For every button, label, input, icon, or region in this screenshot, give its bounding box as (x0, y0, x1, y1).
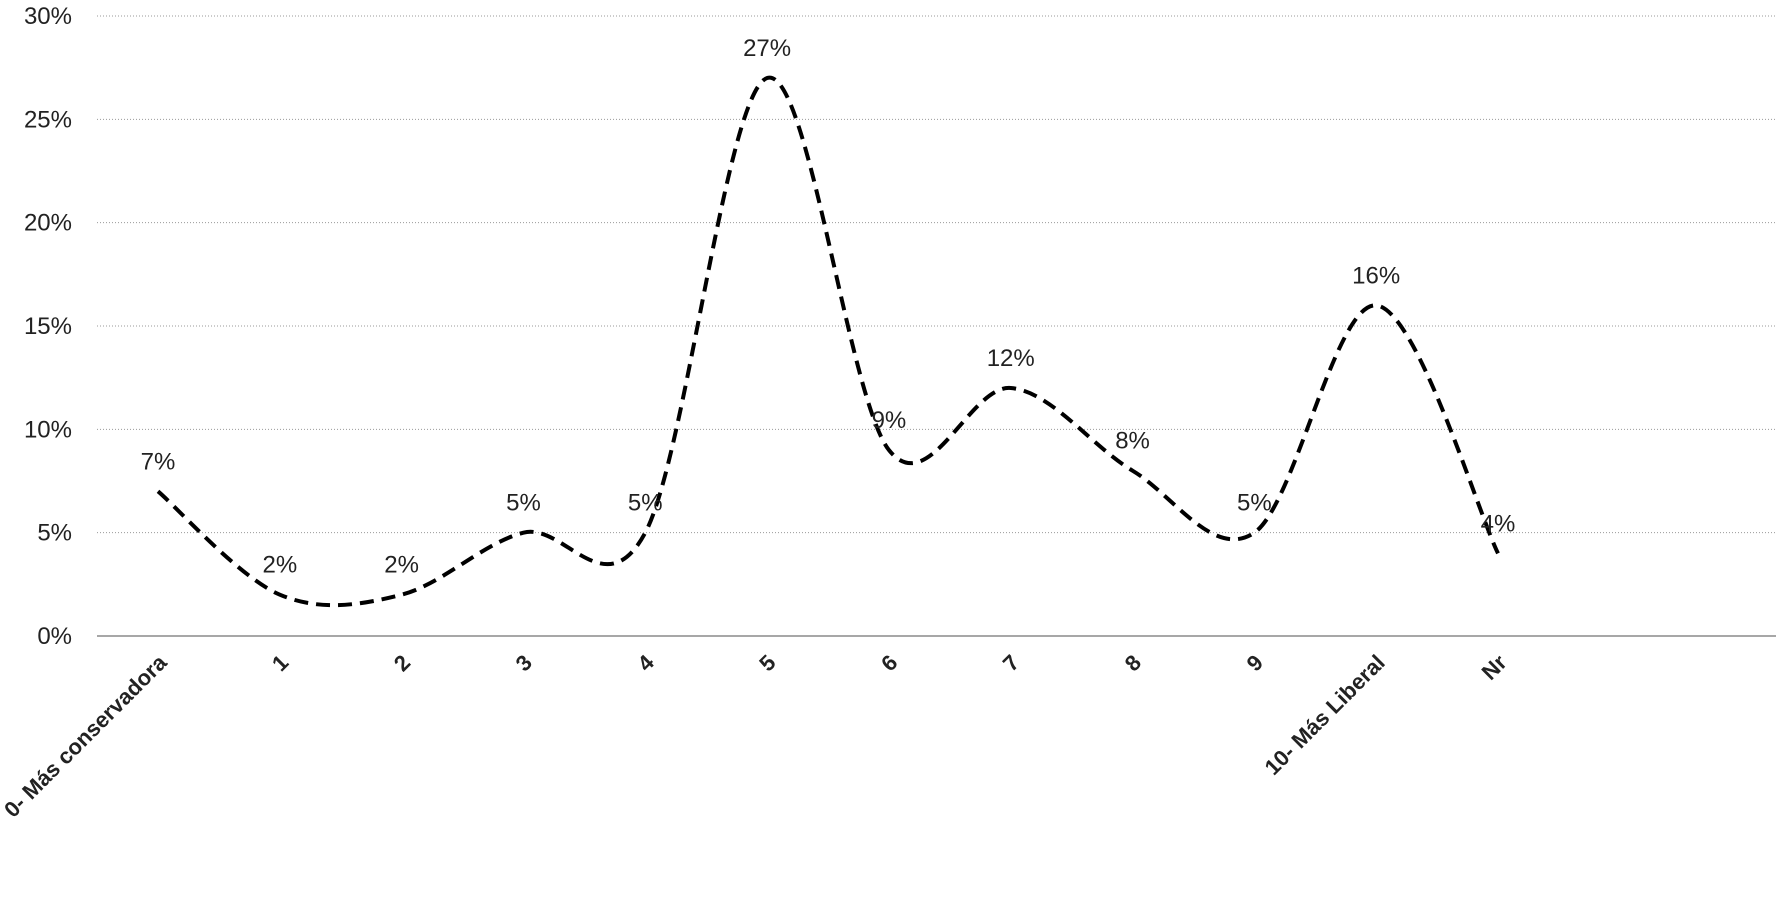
y-tick-label: 15% (24, 313, 72, 340)
data-label: 12% (987, 345, 1035, 372)
gridlines (97, 15, 1776, 534)
y-tick-label: 0% (37, 623, 72, 650)
x-tick-label: 4 (632, 649, 659, 676)
y-tick-label: 10% (24, 416, 72, 443)
data-labels: 7% 2% 2% 5% 5% 27% 9% 12% 8% 5% 16% 4% (141, 35, 1516, 579)
y-tick-label: 20% (24, 210, 72, 237)
data-label: 2% (384, 552, 419, 579)
data-label: 27% (743, 35, 791, 62)
x-tick-label: 9 (1242, 650, 1268, 676)
data-label: 5% (1237, 490, 1272, 517)
data-label: 8% (1115, 428, 1150, 455)
data-label: 5% (628, 490, 663, 517)
x-tick-label: 6 (876, 650, 902, 676)
data-label: 16% (1352, 262, 1400, 289)
x-tick-label: Nr (1477, 650, 1512, 685)
y-tick-label: 5% (37, 520, 72, 547)
data-label: 5% (506, 490, 541, 517)
x-tick-label: 1 (267, 650, 293, 676)
data-label: 9% (872, 407, 907, 434)
x-tick-label: 7 (998, 650, 1024, 676)
x-tick-label: 5 (754, 650, 780, 676)
x-tick-label: 10- Más Liberal (1260, 650, 1390, 780)
data-label: 2% (262, 552, 297, 579)
y-tick-label: 25% (24, 106, 72, 133)
x-tick-label: 2 (389, 650, 415, 676)
x-axis-ticks: 0- Más conservadora 1 2 3 4 5 6 7 8 910- Más Libe… (0, 649, 1512, 822)
y-axis-ticks: 0% 5% 10% 15% 20% 25% 30% (24, 3, 72, 650)
x-tick-label: 8 (1120, 650, 1146, 676)
data-label: 4% (1481, 510, 1516, 537)
y-tick-label: 30% (24, 3, 72, 30)
x-tick-label: 3 (511, 650, 537, 676)
x-tick-label: 0- Más conservadora (0, 649, 172, 822)
series-line (156, 75, 1500, 608)
data-label: 7% (141, 448, 176, 475)
